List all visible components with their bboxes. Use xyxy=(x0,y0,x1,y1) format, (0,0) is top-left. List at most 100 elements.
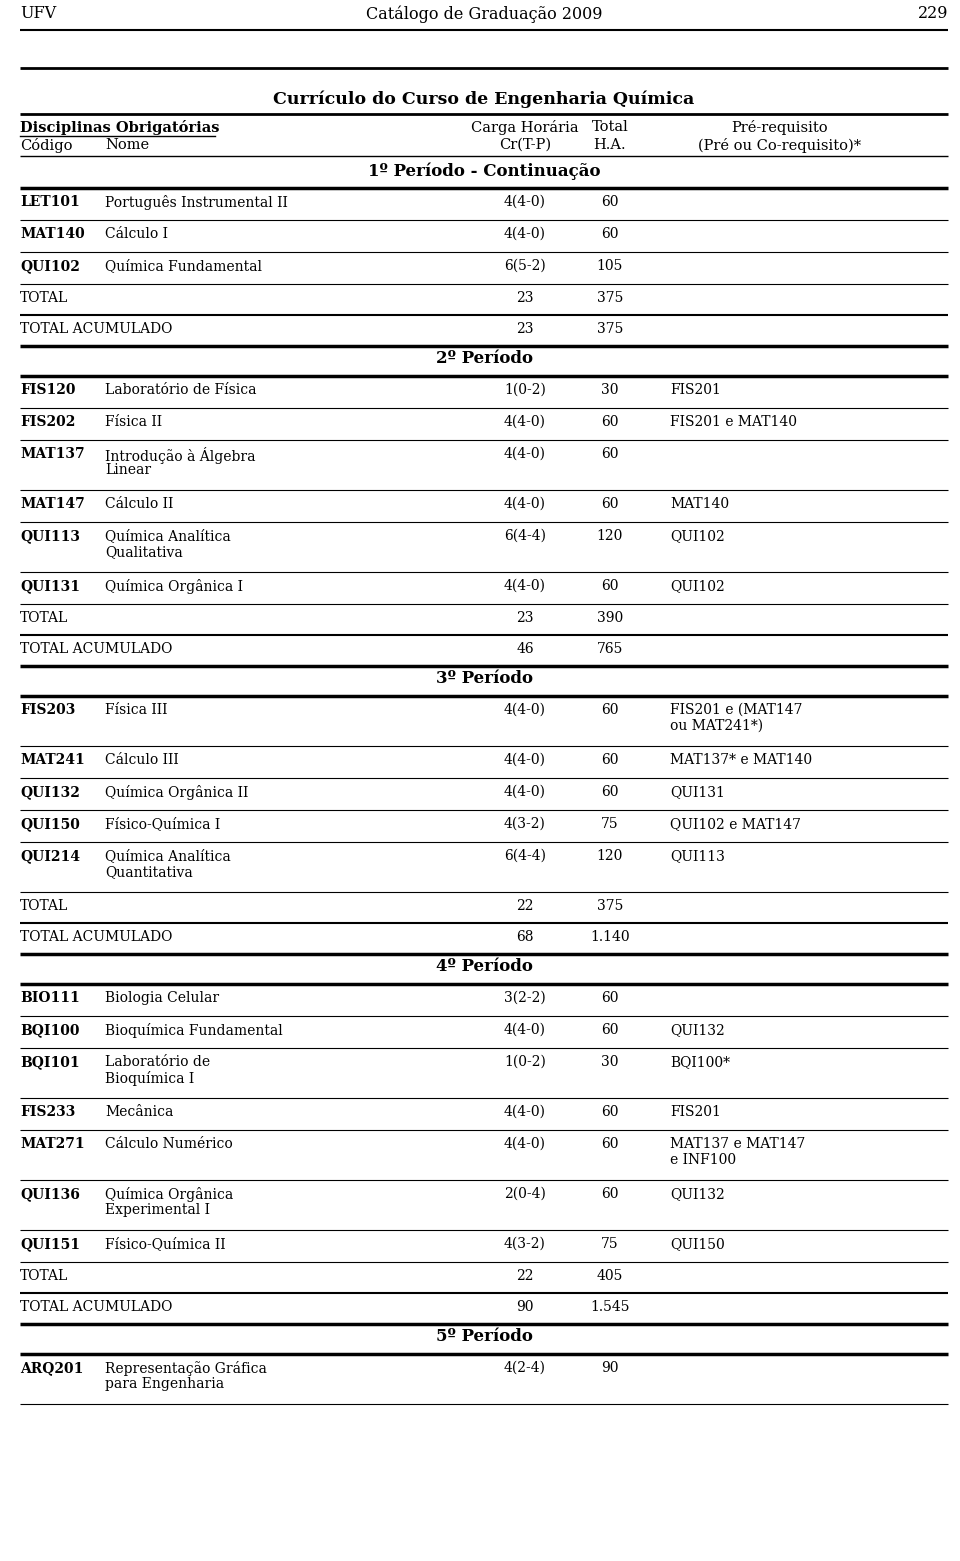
Text: ARQ201: ARQ201 xyxy=(20,1361,84,1375)
Text: FIS201: FIS201 xyxy=(670,1105,721,1119)
Text: ou MAT241*): ou MAT241*) xyxy=(670,720,763,734)
Text: 60: 60 xyxy=(601,1136,619,1150)
Text: Química Analítica: Química Analítica xyxy=(105,529,230,543)
Text: Total: Total xyxy=(591,120,629,134)
Text: QUI102: QUI102 xyxy=(670,529,725,543)
Text: TOTAL ACUMULADO: TOTAL ACUMULADO xyxy=(20,930,173,944)
Text: 3(2-2): 3(2-2) xyxy=(504,991,546,1005)
Text: QUI131: QUI131 xyxy=(670,785,725,799)
Text: MAT241: MAT241 xyxy=(20,752,84,766)
Text: BQI101: BQI101 xyxy=(20,1055,80,1069)
Text: TOTAL ACUMULADO: TOTAL ACUMULADO xyxy=(20,1300,173,1314)
Text: 375: 375 xyxy=(597,899,623,913)
Text: 4(4-0): 4(4-0) xyxy=(504,1105,546,1119)
Text: Cálculo III: Cálculo III xyxy=(105,752,179,766)
Text: Cálculo I: Cálculo I xyxy=(105,226,168,240)
Text: TOTAL: TOTAL xyxy=(20,610,68,624)
Text: QUI131: QUI131 xyxy=(20,579,80,593)
Text: Português Instrumental II: Português Instrumental II xyxy=(105,195,288,211)
Text: TOTAL ACUMULADO: TOTAL ACUMULADO xyxy=(20,322,173,336)
Text: 75: 75 xyxy=(601,1236,619,1250)
Text: 6(4-4): 6(4-4) xyxy=(504,849,546,863)
Text: 4(4-0): 4(4-0) xyxy=(504,1136,546,1150)
Text: 390: 390 xyxy=(597,610,623,624)
Text: 4(2-4): 4(2-4) xyxy=(504,1361,546,1375)
Text: 1(0-2): 1(0-2) xyxy=(504,382,546,396)
Text: QUI102: QUI102 xyxy=(670,579,725,593)
Text: 2º Período: 2º Período xyxy=(436,350,533,367)
Text: MAT147: MAT147 xyxy=(20,496,84,510)
Text: Bioquímica I: Bioquímica I xyxy=(105,1071,194,1086)
Text: Físico-Química I: Físico-Química I xyxy=(105,816,220,830)
Text: QUI102: QUI102 xyxy=(20,259,80,273)
Text: 90: 90 xyxy=(601,1361,619,1375)
Text: Código: Código xyxy=(20,137,73,153)
Text: FIS203: FIS203 xyxy=(20,702,76,716)
Text: QUI150: QUI150 xyxy=(670,1236,725,1250)
Text: 23: 23 xyxy=(516,610,534,624)
Text: Laboratório de: Laboratório de xyxy=(105,1055,210,1069)
Text: 22: 22 xyxy=(516,899,534,913)
Text: 1(0-2): 1(0-2) xyxy=(504,1055,546,1069)
Text: UFV: UFV xyxy=(20,5,56,22)
Text: Cr(T-P): Cr(T-P) xyxy=(499,137,551,151)
Text: QUI214: QUI214 xyxy=(20,849,80,863)
Text: 23: 23 xyxy=(516,322,534,336)
Text: 120: 120 xyxy=(597,529,623,543)
Text: 60: 60 xyxy=(601,1186,619,1200)
Text: 4(4-0): 4(4-0) xyxy=(504,446,546,460)
Text: TOTAL: TOTAL xyxy=(20,899,68,913)
Text: 60: 60 xyxy=(601,1105,619,1119)
Text: 60: 60 xyxy=(601,752,619,766)
Text: BQI100*: BQI100* xyxy=(670,1055,730,1069)
Text: Qualitativa: Qualitativa xyxy=(105,545,182,559)
Text: 4(4-0): 4(4-0) xyxy=(504,415,546,429)
Text: 4(4-0): 4(4-0) xyxy=(504,579,546,593)
Text: Linear: Linear xyxy=(105,464,151,478)
Text: TOTAL: TOTAL xyxy=(20,1269,68,1283)
Text: FIS201 e (MAT147: FIS201 e (MAT147 xyxy=(670,702,803,716)
Text: FIS201 e MAT140: FIS201 e MAT140 xyxy=(670,415,797,429)
Text: MAT137* e MAT140: MAT137* e MAT140 xyxy=(670,752,812,766)
Text: Química Orgânica II: Química Orgânica II xyxy=(105,785,249,799)
Text: Química Analítica: Química Analítica xyxy=(105,849,230,863)
Text: 4(4-0): 4(4-0) xyxy=(504,496,546,510)
Text: Física II: Física II xyxy=(105,415,162,429)
Text: FIS201: FIS201 xyxy=(670,382,721,396)
Text: 60: 60 xyxy=(601,226,619,240)
Text: 229: 229 xyxy=(918,5,948,22)
Text: 375: 375 xyxy=(597,322,623,336)
Text: QUI132: QUI132 xyxy=(670,1186,725,1200)
Text: Química Orgânica: Química Orgânica xyxy=(105,1186,233,1202)
Text: 4(4-0): 4(4-0) xyxy=(504,1022,546,1037)
Text: Introdução à Álgebra: Introdução à Álgebra xyxy=(105,446,255,464)
Text: 765: 765 xyxy=(597,642,623,656)
Text: QUI113: QUI113 xyxy=(20,529,80,543)
Text: MAT137: MAT137 xyxy=(20,446,84,460)
Text: QUI113: QUI113 xyxy=(670,849,725,863)
Text: 4(3-2): 4(3-2) xyxy=(504,816,546,830)
Text: 30: 30 xyxy=(601,1055,619,1069)
Text: Pré-requisito: Pré-requisito xyxy=(732,120,828,134)
Text: Quantitativa: Quantitativa xyxy=(105,865,193,879)
Text: (Pré ou Co-requisito)*: (Pré ou Co-requisito)* xyxy=(699,137,861,153)
Text: Laboratório de Física: Laboratório de Física xyxy=(105,382,256,396)
Text: TOTAL ACUMULADO: TOTAL ACUMULADO xyxy=(20,642,173,656)
Text: 22: 22 xyxy=(516,1269,534,1283)
Text: 375: 375 xyxy=(597,290,623,304)
Text: QUI136: QUI136 xyxy=(20,1186,80,1200)
Text: Química Fundamental: Química Fundamental xyxy=(105,259,262,273)
Text: QUI132: QUI132 xyxy=(20,785,80,799)
Text: 60: 60 xyxy=(601,702,619,716)
Text: 6(4-4): 6(4-4) xyxy=(504,529,546,543)
Text: 6(5-2): 6(5-2) xyxy=(504,259,546,273)
Text: Currículo do Curso de Engenharia Química: Currículo do Curso de Engenharia Química xyxy=(274,91,695,108)
Text: 2(0-4): 2(0-4) xyxy=(504,1186,546,1200)
Text: Mecânica: Mecânica xyxy=(105,1105,174,1119)
Text: e INF100: e INF100 xyxy=(670,1154,736,1168)
Text: Cálculo II: Cálculo II xyxy=(105,496,174,510)
Text: Físico-Química II: Físico-Química II xyxy=(105,1236,226,1250)
Text: FIS233: FIS233 xyxy=(20,1105,76,1119)
Text: 4(3-2): 4(3-2) xyxy=(504,1236,546,1250)
Text: 1º Período - Continuação: 1º Período - Continuação xyxy=(368,162,600,180)
